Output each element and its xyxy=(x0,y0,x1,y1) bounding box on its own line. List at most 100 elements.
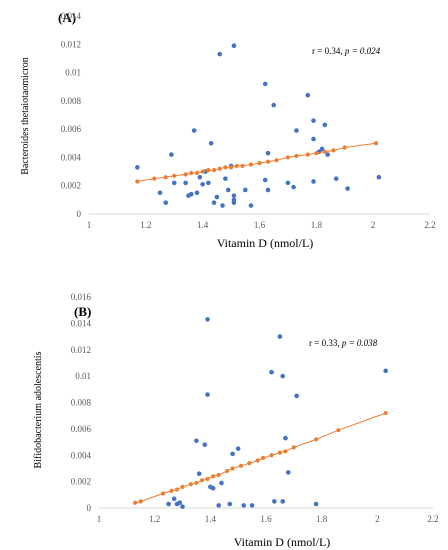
panel-b-observed-point xyxy=(294,393,299,399)
panel-b-fitted-point xyxy=(194,480,199,486)
panel-a-fitted-point xyxy=(240,163,245,169)
panel-b-y-tick-label: 0.016 xyxy=(71,292,92,302)
panel-b-observed-point xyxy=(230,451,235,457)
panel-b-y-tick-label: 0.014 xyxy=(71,318,92,328)
panel-b-observed-point xyxy=(219,480,224,486)
panel-b-fitted-point xyxy=(160,491,166,496)
panel-b-observed-point xyxy=(227,501,233,507)
panel-a-observed-point xyxy=(211,200,217,205)
panel-a-observed-point xyxy=(208,140,214,146)
panel-a-observed-point xyxy=(157,190,163,196)
panel-a-observed-point xyxy=(265,187,271,193)
panel-a-observed-point xyxy=(169,152,174,157)
panel-a-fitted-point xyxy=(211,168,217,173)
panel-a-observed-point xyxy=(311,179,316,184)
panel-b-correlation-annotation: r = 0.33, p = 0.038 xyxy=(309,338,378,348)
panel-b-fitted-point xyxy=(180,484,185,489)
panel-a-fitted-point xyxy=(189,170,194,176)
panel-a-observed-point xyxy=(231,200,237,205)
panel-a-observed-point xyxy=(376,174,382,180)
panel-b-y-axis-label: Bifidobacterium adolescentis xyxy=(33,351,44,468)
panel-b-fitted-point xyxy=(224,468,230,474)
panel-a-observed-point xyxy=(223,176,228,181)
panel-a-fitted-point xyxy=(257,160,262,166)
panel-b-x-tick-label: 2 xyxy=(375,514,380,524)
panel-a-fitted-point xyxy=(223,165,228,170)
panel-b-y-tick-label: 0.006 xyxy=(71,424,92,434)
panel-a-fitted-point xyxy=(135,179,140,184)
panel-b-observed-point xyxy=(285,470,291,475)
panel-b-fitted-point xyxy=(383,410,388,416)
panel-a-observed-point xyxy=(271,102,277,108)
panel-b-observed-point xyxy=(283,435,288,441)
panel-b-fitted-point xyxy=(283,449,288,454)
panel-a-fitted-point xyxy=(163,175,168,180)
panel-a-fitted-point xyxy=(305,152,310,157)
panel-a-observed-point xyxy=(183,180,188,186)
panel-b-observed-point xyxy=(194,438,199,444)
panel-b-observed-point xyxy=(216,503,221,508)
panel-b-observed-point xyxy=(180,504,185,509)
panel-b-fitted-point xyxy=(216,472,221,478)
panel-a-observed-point xyxy=(242,187,248,193)
panel-b-observed-point xyxy=(280,373,286,379)
panel-b-fitted-point xyxy=(336,428,341,433)
panel-a-x-tick-label: 1.6 xyxy=(254,220,266,230)
panel-b-fitted-point xyxy=(247,461,252,466)
panel-b-observed-point xyxy=(205,392,210,397)
panel-a-observed-point xyxy=(262,177,268,183)
panel-b-x-tick-label: 1.2 xyxy=(149,514,160,524)
panel-b-fitted-point xyxy=(230,466,235,471)
panel-b-observed-point xyxy=(249,503,255,508)
panel-a-fitted-point xyxy=(234,163,239,169)
panel-a-fitted-point xyxy=(152,176,157,181)
panel-b-chart: (B) r = 0.33, p = 0.038 Bifidobacterium … xyxy=(33,292,439,549)
panel-a-fitted-point xyxy=(217,166,222,171)
panel-b-fitted-point xyxy=(174,487,180,492)
panel-a-y-axis-label: Bacteroides thetaiotaomicron xyxy=(20,57,31,174)
panel-a-observed-point xyxy=(200,182,205,187)
panel-a-y-tick-label: 0.006 xyxy=(61,124,82,134)
panel-b-observed-point xyxy=(383,368,388,374)
panel-a-y-tick-label: 0.01 xyxy=(65,68,81,78)
panel-a-y-tick-label: 0.004 xyxy=(61,152,82,162)
panel-b-fitted-point xyxy=(211,474,216,479)
panel-a-observed-point xyxy=(231,43,237,48)
panel-b-observed-point xyxy=(235,446,241,451)
panel-a-fitted-point xyxy=(200,169,205,174)
panel-a-observed-point xyxy=(248,203,254,208)
panel-a-y-tick-label: 0 xyxy=(77,209,82,219)
panel-b-x-tick-label: 1.6 xyxy=(260,514,272,524)
panel-b-fitted-point xyxy=(291,445,296,450)
panel-a-observed-point xyxy=(294,128,299,133)
panel-a-chart: (A) r = 0.34, p = 0.024 Bacteroides thet… xyxy=(20,10,436,250)
panel-b-observed-point xyxy=(272,499,277,504)
panel-b-observed-point xyxy=(166,501,171,507)
panel-a-observed-point xyxy=(189,191,194,197)
panel-a-y-tick-label: 0.002 xyxy=(61,181,81,191)
panel-a-fitted-point xyxy=(194,170,200,176)
panel-a-label: (A) xyxy=(58,10,76,25)
panel-a-x-tick-label: 2.2 xyxy=(424,220,435,230)
panel-a-observed-point xyxy=(319,146,325,152)
panel-b-fitted-point xyxy=(261,455,266,460)
panel-b-x-tick-label: 2.2 xyxy=(427,514,438,524)
panel-a-y-tick-label: 0.012 xyxy=(61,39,81,49)
panel-a-observed-point xyxy=(305,92,311,98)
panel-b-y-tick-label: 0.01 xyxy=(75,371,91,381)
panel-a-observed-point xyxy=(291,184,296,190)
panel-a-fitted-point xyxy=(228,165,234,170)
panel-a-correlation-annotation: r = 0.34, p = 0.024 xyxy=(312,46,381,56)
panel-a-x-axis-label: Vitamin D (nmol/L) xyxy=(217,236,314,250)
panel-a-observed-point xyxy=(345,186,350,191)
panel-a-y-tick-label: 0.014 xyxy=(61,11,82,21)
panel-a-fitted-point xyxy=(274,158,279,163)
panel-a-observed-point xyxy=(206,180,211,186)
panel-b-observed-point xyxy=(202,442,208,448)
panel-a-fitted-point xyxy=(248,162,254,167)
panel-a-fitted-point xyxy=(331,148,336,153)
panel-b-fitted-point xyxy=(277,450,283,455)
panel-a-observed-point xyxy=(197,174,203,180)
panel-a-observed-point xyxy=(231,193,237,198)
panel-a-fitted-point xyxy=(373,141,379,146)
